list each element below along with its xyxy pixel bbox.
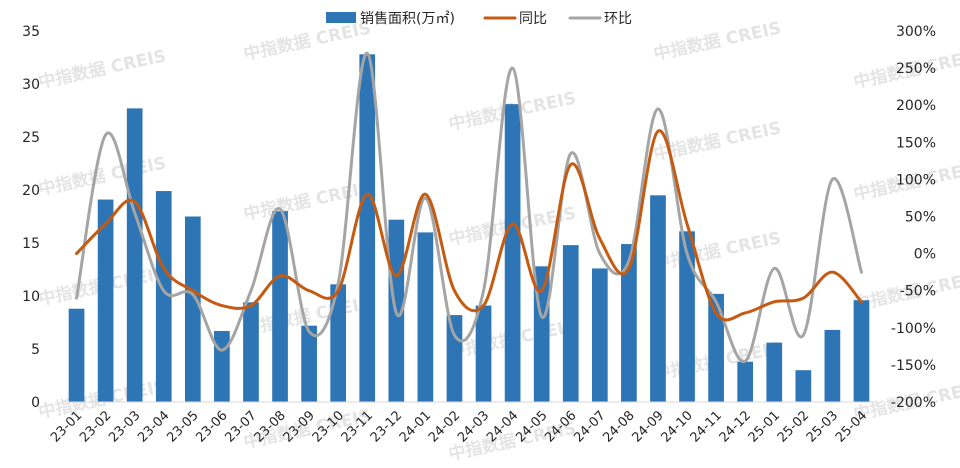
bar: [591, 268, 608, 402]
series-line-yoy: [75, 129, 863, 322]
left-tick-label: 10: [22, 289, 40, 305]
legend-swatch-bar: [326, 12, 356, 23]
watermark-text: 中指数据 CREIS: [652, 227, 783, 275]
x-tick-label: 24-01: [397, 408, 434, 445]
bar: [504, 104, 521, 402]
bar: [446, 315, 463, 402]
bar: [824, 329, 841, 402]
right-tick-label: -50%: [900, 284, 936, 300]
bar: [243, 302, 259, 402]
legend-label: 同比: [519, 11, 547, 27]
left-tick-label: 35: [22, 24, 40, 40]
watermark-text: 中指数据 CREIS: [652, 17, 783, 65]
x-tick-label: 25-01: [746, 408, 783, 445]
left-axis-ticks: 0 5 10 15 20 25 30 35: [22, 24, 40, 411]
lines: [75, 51, 863, 363]
series-line-mom: [75, 51, 863, 363]
right-tick-label: 0%: [914, 247, 936, 263]
x-tick-label: 24-09: [629, 408, 666, 445]
watermark-text: 中指数据 CREIS: [37, 152, 168, 200]
bar: [853, 300, 870, 402]
bar: [359, 54, 376, 402]
x-tick-label: 23-06: [193, 408, 230, 445]
x-tick-label: 24-12: [717, 408, 754, 445]
x-tick-label: 24-07: [571, 408, 608, 445]
left-tick-label: 0: [31, 395, 40, 411]
bar: [68, 308, 85, 402]
right-tick-label: 150%: [896, 135, 936, 151]
bar: [126, 108, 143, 402]
x-tick-label: 23-05: [164, 408, 201, 445]
left-tick-label: 25: [22, 130, 40, 146]
bars: [68, 54, 870, 402]
right-tick-label: 300%: [896, 24, 936, 40]
bar: [621, 244, 637, 402]
x-tick-label: 25-02: [775, 408, 812, 445]
bar: [155, 191, 172, 402]
x-tick-label: 24-10: [659, 408, 696, 445]
watermark-text: 中指数据 CREIS: [242, 177, 373, 225]
x-axis-ticks: 23-0123-0223-0323-0423-0523-0623-0723-08…: [48, 401, 876, 446]
right-tick-label: -100%: [891, 321, 936, 337]
bar: [214, 330, 230, 402]
bar: [417, 232, 434, 402]
right-tick-label: 50%: [905, 210, 936, 226]
watermark-text: 中指数据 CREIS: [37, 45, 168, 93]
watermark-text: 中指数据 CREIS: [242, 17, 373, 65]
right-tick-label: -150%: [891, 358, 936, 374]
watermarks: 中指数据 CREIS 中指数据 CREIS 中指数据 CREIS 中指数据 CREIS…: [37, 17, 960, 465]
right-tick-label: 100%: [896, 172, 936, 188]
x-tick-label: 25-03: [804, 408, 841, 445]
legend-label: 环比: [604, 11, 632, 27]
x-tick-label: 23-04: [135, 408, 172, 445]
bar: [562, 245, 579, 402]
right-tick-label: 250%: [896, 61, 936, 77]
left-tick-label: 15: [22, 236, 40, 252]
bar: [184, 216, 201, 402]
right-axis-ticks: -200% -150% -100% -50% 0% 50% 100% 150% 200% 250%…: [891, 24, 936, 411]
x-tick-label: 23-12: [368, 408, 405, 445]
bar: [795, 370, 812, 402]
bar: [708, 293, 724, 402]
bar: [301, 325, 317, 402]
right-tick-label: 200%: [896, 98, 936, 114]
bar: [475, 305, 492, 402]
right-tick-label: -200%: [891, 395, 936, 411]
legend: 销售面积(万㎡) 同比 环比: [326, 11, 632, 27]
x-tick-label: 25-04: [833, 408, 870, 445]
left-tick-label: 30: [22, 77, 40, 93]
legend-label: 销售面积(万㎡): [360, 11, 455, 27]
bar: [330, 284, 347, 402]
left-tick-label: 20: [22, 183, 40, 199]
x-tick-label: 23-03: [106, 408, 143, 445]
x-tick-label: 24-11: [688, 408, 725, 445]
x-tick-label: 24-02: [426, 408, 463, 445]
x-tick-label: 24-08: [600, 408, 637, 445]
left-tick-label: 5: [31, 342, 40, 358]
bar: [272, 211, 288, 402]
bar: [650, 195, 666, 402]
bar: [97, 199, 114, 402]
bar: [766, 342, 783, 402]
bar: [737, 361, 754, 402]
bar: [679, 231, 695, 402]
